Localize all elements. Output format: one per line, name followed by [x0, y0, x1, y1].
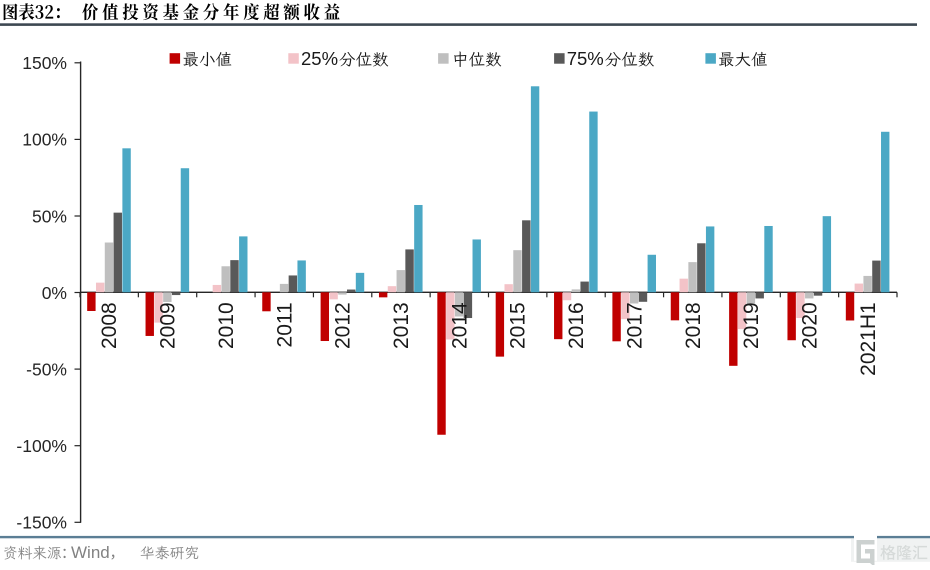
svg-text:Wind: Wind	[71, 543, 110, 562]
svg-text:100%: 100%	[22, 130, 67, 150]
svg-text:2016: 2016	[565, 302, 588, 349]
svg-text:2013: 2013	[390, 302, 413, 349]
svg-text:25%: 25%	[301, 48, 338, 69]
svg-text:50%: 50%	[32, 206, 67, 226]
svg-text:2019: 2019	[740, 302, 763, 349]
svg-text:-100%: -100%	[16, 436, 67, 456]
svg-text:2020: 2020	[799, 302, 822, 349]
svg-text:2008: 2008	[98, 302, 121, 349]
svg-text:2014: 2014	[448, 302, 471, 349]
svg-text:2012: 2012	[332, 302, 355, 349]
svg-text:2017: 2017	[623, 302, 646, 349]
svg-text:2015: 2015	[507, 302, 530, 349]
svg-text:75%: 75%	[567, 48, 604, 69]
svg-text:-150%: -150%	[16, 513, 67, 533]
svg-text:2010: 2010	[215, 302, 238, 349]
svg-text:2021H1: 2021H1	[857, 302, 880, 376]
svg-text:2011: 2011	[273, 302, 296, 347]
svg-text:2018: 2018	[682, 302, 705, 349]
svg-text:0%: 0%	[42, 283, 67, 303]
svg-text:150%: 150%	[22, 53, 67, 73]
svg-text:2009: 2009	[157, 302, 180, 349]
svg-text:-50%: -50%	[26, 359, 67, 379]
